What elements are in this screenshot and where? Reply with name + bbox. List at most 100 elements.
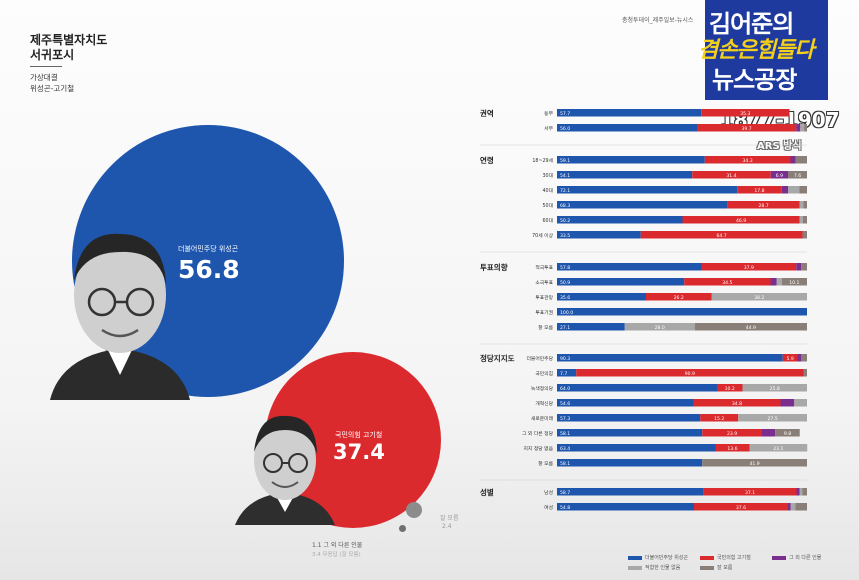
row-label: 70세 이상: [532, 232, 553, 239]
row-label: 그 외 다른 정당: [522, 430, 554, 437]
data-label: 38.2: [754, 295, 764, 301]
legend-label: 그 외 다른 인물: [789, 555, 822, 561]
show-title-line3: 뉴스공장: [712, 66, 797, 94]
data-label: 15.2: [714, 416, 724, 422]
data-label: 25.8: [770, 386, 780, 392]
bar-segment: [557, 109, 702, 117]
data-label: 34.8: [732, 401, 742, 407]
bar-segment: [796, 124, 801, 132]
bar-segment: [702, 429, 762, 437]
bar-segment: [702, 459, 807, 467]
bar-segment: [803, 201, 807, 209]
no-response-value: 2.4: [442, 523, 452, 530]
poll-label-line2: 위성곤-고기철: [30, 84, 75, 93]
data-label: 17.8: [754, 188, 764, 194]
bar-segment: [738, 414, 807, 422]
bar-segment: [799, 186, 807, 194]
data-label: 72.1: [560, 188, 570, 194]
bar-segment: [557, 459, 703, 467]
bar-segment: [776, 278, 782, 286]
data-label: 58.7: [560, 490, 570, 496]
data-label: 28.7: [759, 203, 769, 209]
data-label: 35.3: [740, 111, 750, 117]
legend-label: 국민의힘 고기철: [717, 555, 751, 561]
row-label: 적극투표: [535, 264, 553, 271]
group-title: 성별: [480, 487, 494, 497]
bar-segment: [694, 323, 807, 331]
legend-label: 적합한 인물 없음: [645, 565, 681, 571]
bar-segment: [682, 216, 800, 224]
bar-segment: [694, 503, 788, 511]
bar-segment: [790, 503, 796, 511]
data-label: 54.1: [560, 173, 570, 179]
bar-segment: [796, 488, 800, 496]
bar-segment: [795, 503, 807, 511]
bar-segment: [701, 263, 797, 271]
bar-segment: [788, 171, 807, 179]
bar-segment: [576, 369, 804, 377]
row-label: 투표관망: [535, 294, 553, 301]
bar-segment: [794, 399, 807, 407]
no-response-bubble: [406, 502, 422, 518]
bar-segment: [788, 503, 791, 511]
bar-segment: [684, 278, 771, 286]
bar-segment: [803, 369, 807, 377]
data-label: 13.6: [727, 446, 737, 452]
show-title-line1: 김어준의: [709, 10, 794, 38]
poll-label: 가상대결 위성곤-고기철: [30, 72, 74, 94]
bar-segment: [624, 323, 695, 331]
row-label: 30대: [542, 172, 553, 179]
legend-item: 적합한 인물 없음: [628, 564, 680, 571]
bar-segment: [800, 124, 805, 132]
region-title-line2: 서귀포시: [30, 48, 75, 62]
bar-segment: [799, 216, 803, 224]
group-title: 투표의향: [480, 262, 508, 272]
data-label: 100.0: [560, 310, 573, 316]
bar-segment: [697, 124, 797, 132]
row-label: 18~29세: [532, 157, 553, 164]
data-label: 33.5: [560, 233, 570, 239]
data-label: 7.7: [560, 371, 567, 377]
row-label: 60대: [542, 217, 553, 224]
bar-segment: [557, 488, 704, 496]
bar-segment: [701, 109, 790, 117]
no-response-label: 잘 모름: [440, 515, 459, 522]
bar-segment: [557, 429, 703, 437]
data-label: 5.9: [786, 356, 793, 362]
bar-segment: [557, 278, 685, 286]
bar-segment: [557, 503, 694, 511]
bar-segment: [557, 201, 728, 209]
data-label: 64.0: [560, 386, 570, 392]
other-bubble: [399, 525, 406, 532]
row-label: 투표기권: [535, 309, 553, 316]
bar-segment: [557, 293, 646, 301]
data-label: 26.2: [674, 295, 684, 301]
bar-segment: [803, 216, 807, 224]
data-label: 37.9: [744, 265, 754, 271]
data-label: 10.1: [789, 280, 799, 286]
group-title: 연령: [480, 155, 494, 165]
legend-item: 그 외 다른 인물: [772, 554, 821, 561]
data-label: 68.3: [560, 203, 570, 209]
data-label: 56.0: [560, 126, 570, 132]
bar-segment: [770, 278, 777, 286]
candidate-label-ko: 국민의힘 고기철: [335, 431, 383, 439]
other-label: 1.1 그 외 다른 인물: [312, 542, 363, 549]
bar-segment: [780, 399, 795, 407]
row-label: 소극투표: [535, 280, 553, 286]
row-label: 50대: [542, 202, 553, 209]
bar-segment: [557, 124, 697, 132]
row-label: 지지 정당 없음: [523, 445, 553, 452]
data-label: 58.1: [560, 431, 570, 437]
legend-label: 더불어민주당 위성곤: [645, 555, 688, 561]
show-badge: [705, 0, 828, 100]
data-label: 63.4: [560, 446, 570, 452]
row-label: 잘 모름: [538, 324, 553, 331]
data-label: 44.9: [746, 325, 756, 331]
bar-segment: [703, 488, 797, 496]
candidate-portrait-wi: [50, 233, 190, 400]
data-label: 90.3: [560, 356, 570, 362]
row-label: 새로운미래: [531, 415, 553, 422]
row-label: 40대: [542, 187, 553, 194]
data-label: 59.1: [560, 158, 570, 164]
